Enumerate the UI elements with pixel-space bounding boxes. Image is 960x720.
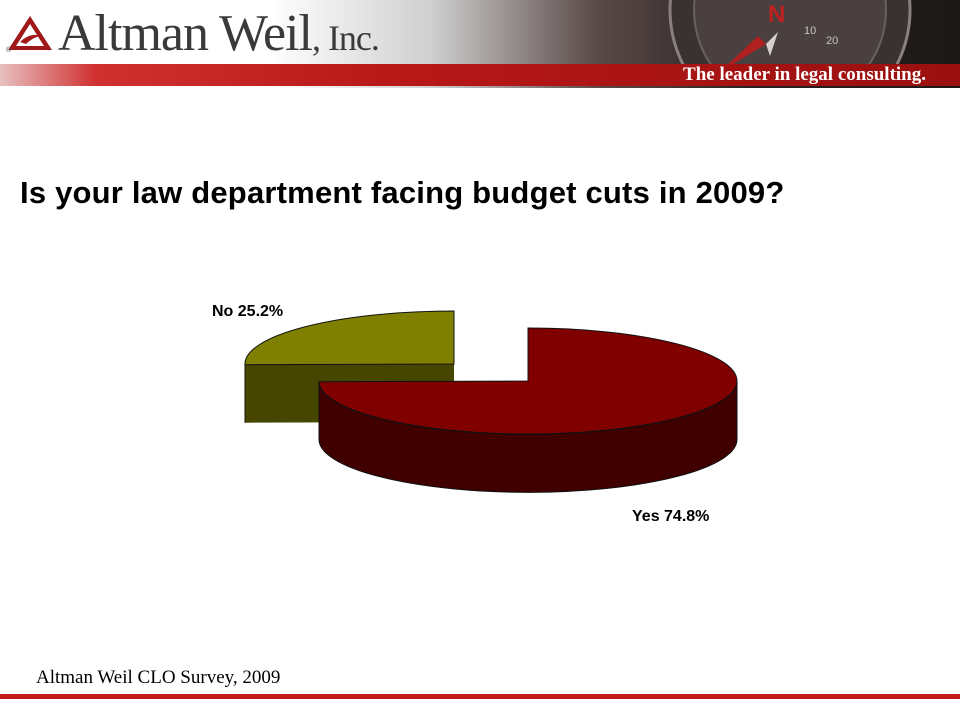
svg-text:20: 20 — [826, 35, 838, 47]
tagline: The leader in legal consulting. — [683, 64, 926, 85]
label-no: No 25.2% — [212, 303, 283, 320]
pie-chart: No 25.2% Yes 74.8% — [212, 303, 738, 525]
pie-slices — [244, 310, 738, 493]
svg-text:®: ® — [6, 46, 12, 52]
svg-text:10: 10 — [804, 25, 816, 37]
footer-bar — [0, 694, 960, 699]
logo-suffix: , Inc. — [311, 18, 380, 58]
page-title: Is your law department facing budget cut… — [20, 175, 785, 210]
source-note: Altman Weil CLO Survey, 2009 — [36, 667, 281, 688]
header-banner: ® Altman Weil, Inc. N 10 20 The leader i… — [0, 0, 960, 88]
brand-bar — [0, 64, 960, 86]
slice-yes — [318, 327, 738, 435]
altman-weil-logo-icon: ® — [6, 16, 52, 52]
compass-icon: N 10 20 — [668, 0, 912, 80]
label-yes: Yes 74.8% — [632, 508, 709, 525]
logo-name: Altman Weil — [58, 5, 313, 62]
logo-wordmark: Altman Weil, Inc. — [58, 4, 380, 68]
svg-text:N: N — [768, 1, 785, 28]
slice-no — [244, 310, 455, 366]
